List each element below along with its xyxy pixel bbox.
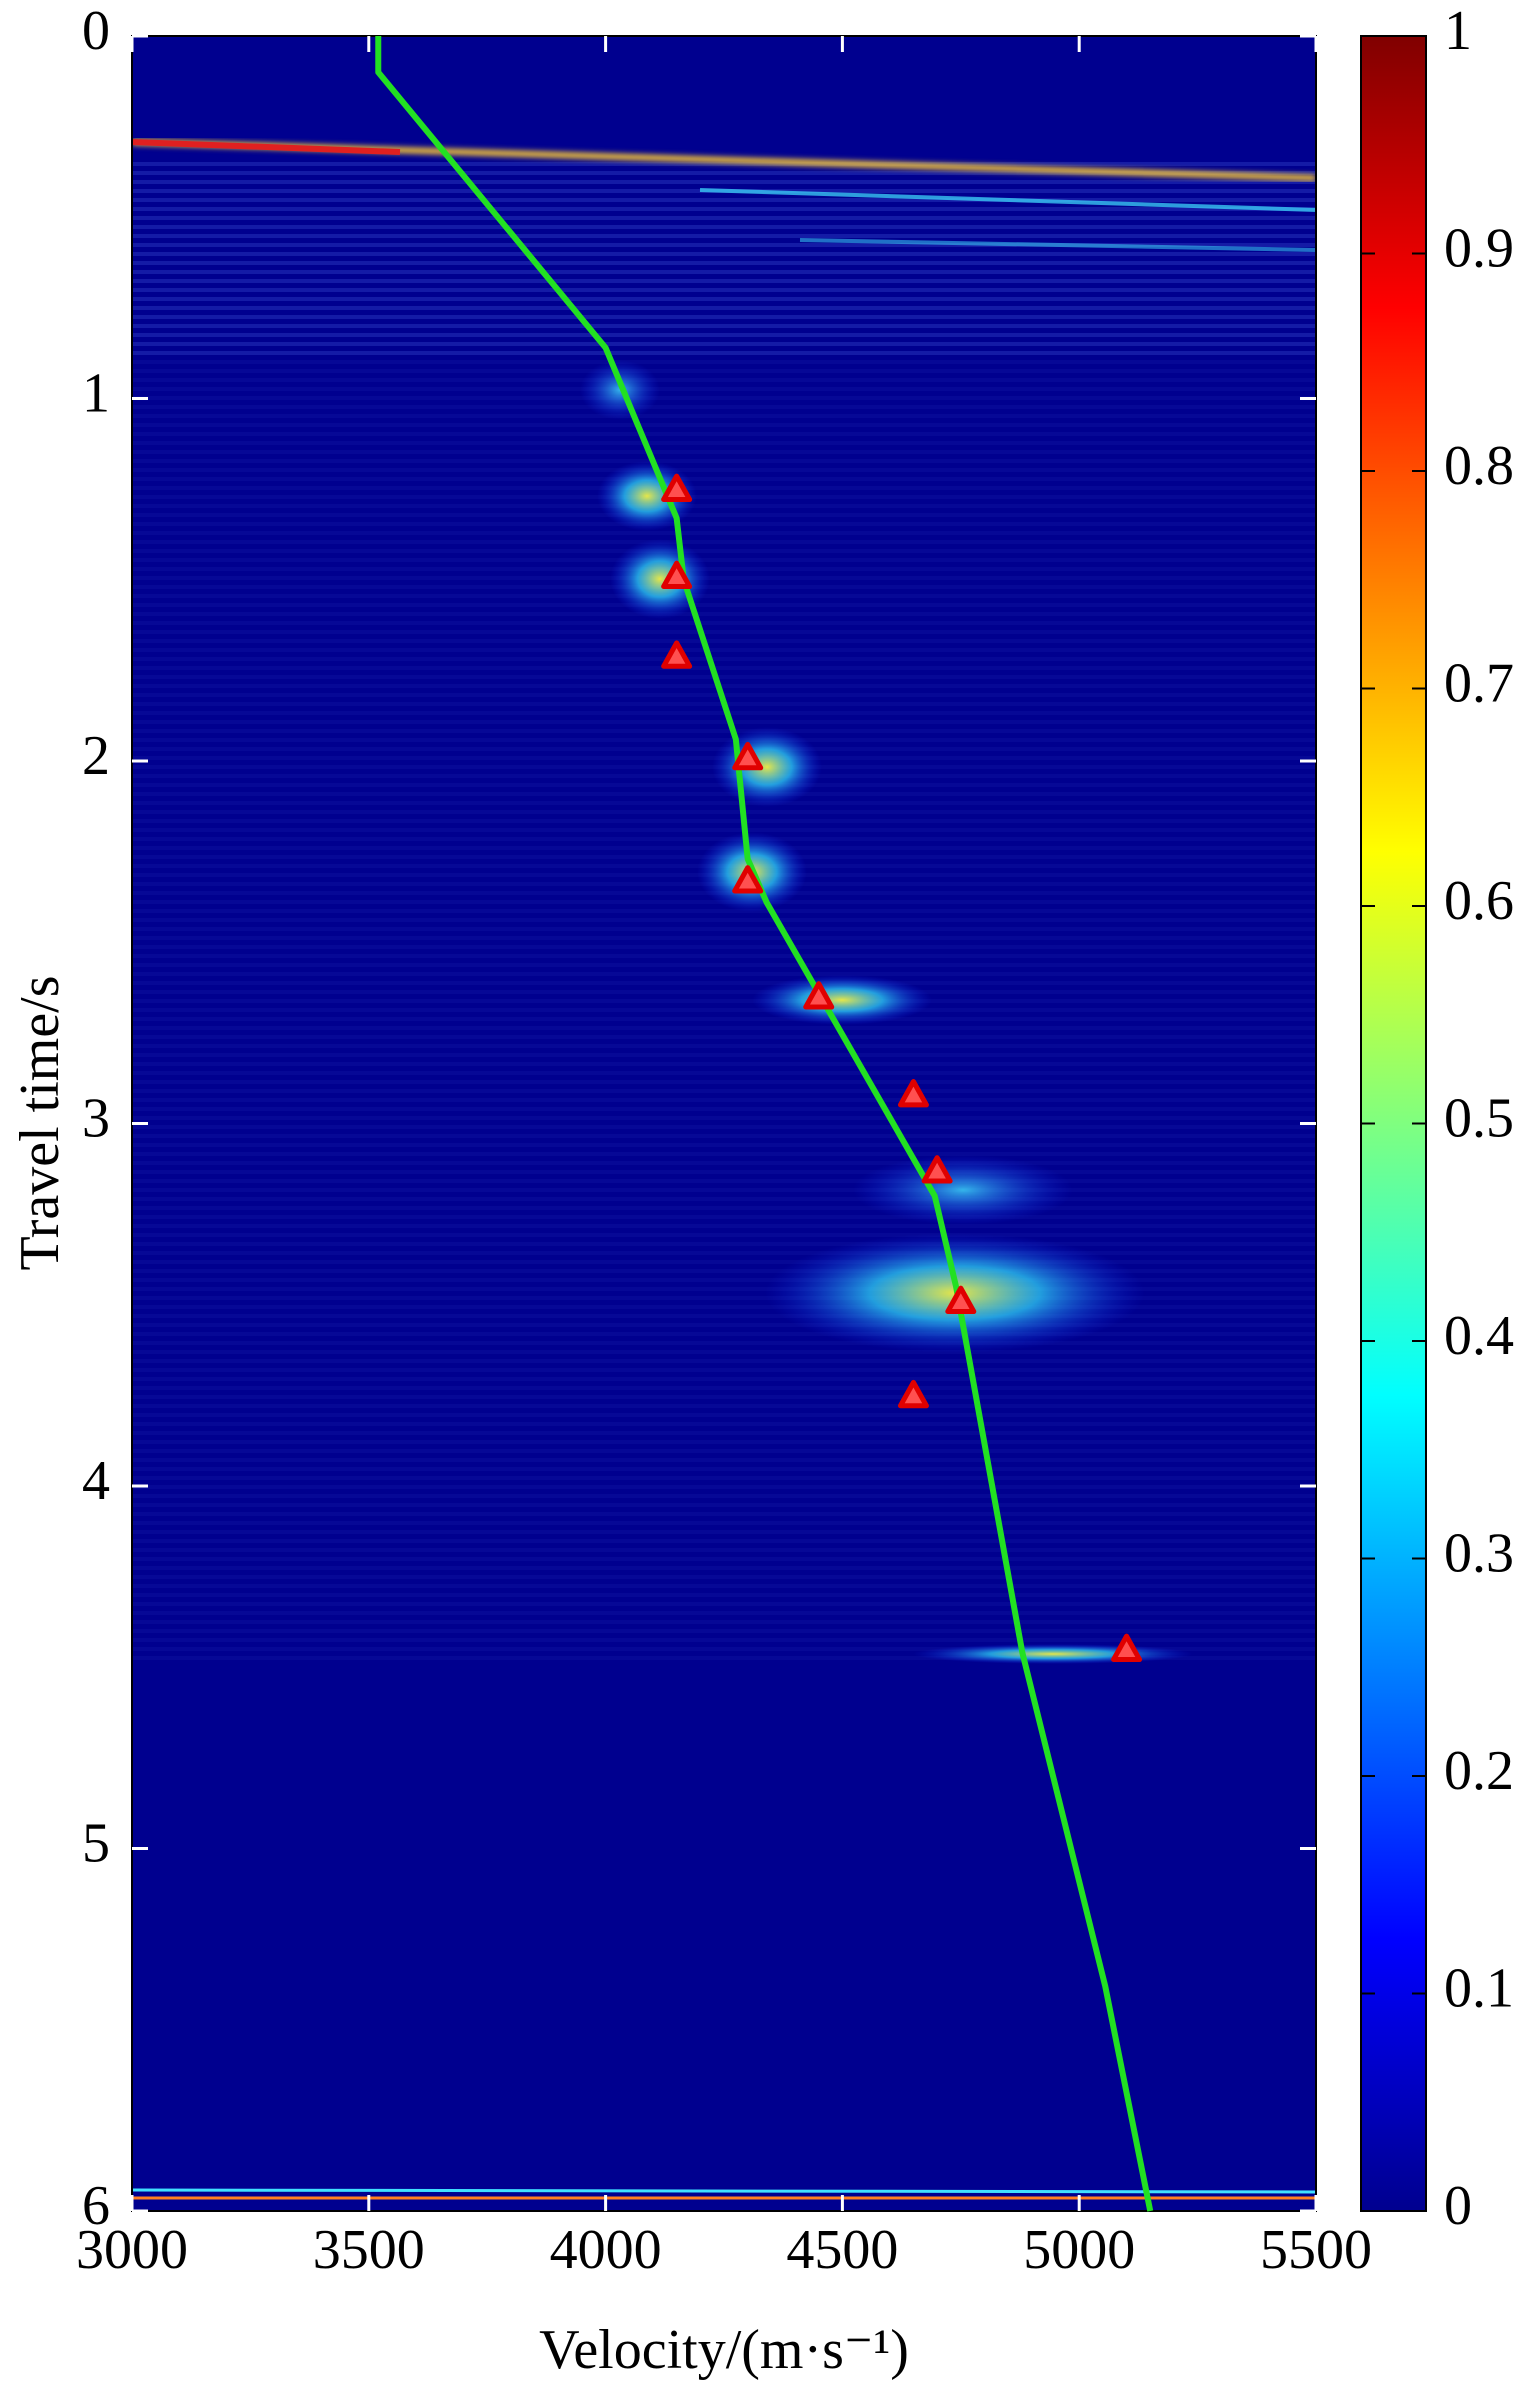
y-tick-label: 3 xyxy=(82,1087,110,1149)
colorbar-tick-label: 0.9 xyxy=(1444,217,1514,279)
x-tick-label: 5000 xyxy=(1023,2219,1135,2281)
plot-area xyxy=(130,34,1318,2213)
pick-marker xyxy=(945,1285,977,1315)
colorbar-tick-label: 0.2 xyxy=(1444,1740,1514,1802)
colorbar-tick-label: 0.1 xyxy=(1444,1957,1514,2019)
texture xyxy=(712,727,822,807)
y-tick-label: 4 xyxy=(82,1450,110,1512)
texture xyxy=(699,188,1316,212)
texture xyxy=(913,1644,1193,1664)
colorbar-tick-label: 0.5 xyxy=(1444,1087,1514,1149)
pick-marker xyxy=(897,1079,929,1108)
texture xyxy=(610,539,710,619)
texture xyxy=(132,139,401,155)
texture xyxy=(799,238,1316,252)
x-axis-label: Velocity/(m·s⁻¹) xyxy=(539,2319,909,2381)
colorbar-tick-label: 0.4 xyxy=(1444,1305,1514,1367)
spectrum-texture xyxy=(132,139,1316,2200)
pick-marker xyxy=(897,1379,929,1409)
texture xyxy=(853,1155,1073,1225)
y-tick-label: 6 xyxy=(82,2175,110,2237)
pick-marker xyxy=(732,741,764,771)
pick-marker xyxy=(921,1155,953,1184)
pick-marker xyxy=(661,560,693,590)
y-tick-label: 5 xyxy=(82,1812,110,1874)
y-tick-label: 1 xyxy=(82,362,110,424)
colorbar-tick-label: 0.3 xyxy=(1444,1522,1514,1584)
pick-marker xyxy=(732,865,764,894)
texture xyxy=(752,975,932,1025)
pick-marker xyxy=(1111,1633,1143,1663)
y-axis-label: Travel time/s xyxy=(9,975,71,1270)
colorbar-tick-label: 0.8 xyxy=(1444,435,1514,497)
pick-marker xyxy=(661,473,693,503)
y-tick-label: 0 xyxy=(82,0,110,62)
x-tick-label: 5500 xyxy=(1260,2219,1372,2281)
pick-marker xyxy=(661,640,693,669)
x-tick-label: 3500 xyxy=(313,2219,425,2281)
colorbar-tick-label: 0.7 xyxy=(1444,652,1514,714)
colorbar-tick-label: 1 xyxy=(1444,0,1472,62)
texture xyxy=(132,2188,1316,2194)
texture xyxy=(132,360,1316,1660)
velocity-curve xyxy=(375,36,1154,2212)
x-tick-label: 3000 xyxy=(76,2219,188,2281)
texture xyxy=(132,160,1316,360)
colorbar-tick-label: 0.6 xyxy=(1444,870,1514,932)
x-tick-label: 4000 xyxy=(550,2219,662,2281)
x-tick-label: 4500 xyxy=(786,2219,898,2281)
colorbar-tick-label: 0 xyxy=(1444,2175,1472,2237)
pick-marker xyxy=(803,981,835,1010)
y-tick-label: 2 xyxy=(82,725,110,787)
